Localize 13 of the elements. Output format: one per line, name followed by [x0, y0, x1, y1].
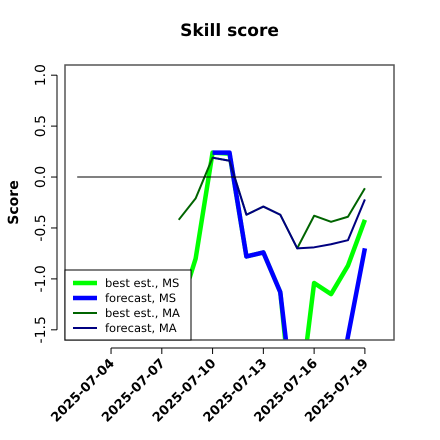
y-tick-label: -1.5	[33, 316, 49, 344]
line-series	[212, 156, 366, 250]
legend-label: best est., MS	[105, 276, 180, 290]
y-tick-label: 1.0	[33, 64, 49, 86]
y-tick-label: 0.5	[33, 114, 49, 138]
y-tick-label: -0.5	[33, 214, 49, 242]
chart-title: Skill score	[180, 21, 279, 41]
legend-label: forecast, MS	[105, 291, 176, 305]
legend-label: forecast, MA	[105, 321, 177, 335]
legend-label: best est., MA	[105, 306, 180, 320]
y-axis-title: Score	[6, 180, 22, 225]
y-tick-label: 0.0	[33, 166, 49, 188]
y-tick-label: -1.0	[33, 265, 49, 293]
